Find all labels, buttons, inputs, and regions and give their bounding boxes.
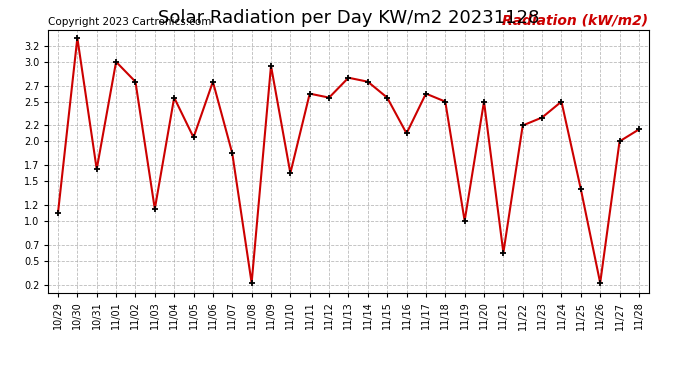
Title: Solar Radiation per Day KW/m2 20231128: Solar Radiation per Day KW/m2 20231128 xyxy=(158,9,539,27)
Text: Radiation (kW/m2): Radiation (kW/m2) xyxy=(502,13,649,27)
Text: Copyright 2023 Cartronics.com: Copyright 2023 Cartronics.com xyxy=(48,17,212,27)
